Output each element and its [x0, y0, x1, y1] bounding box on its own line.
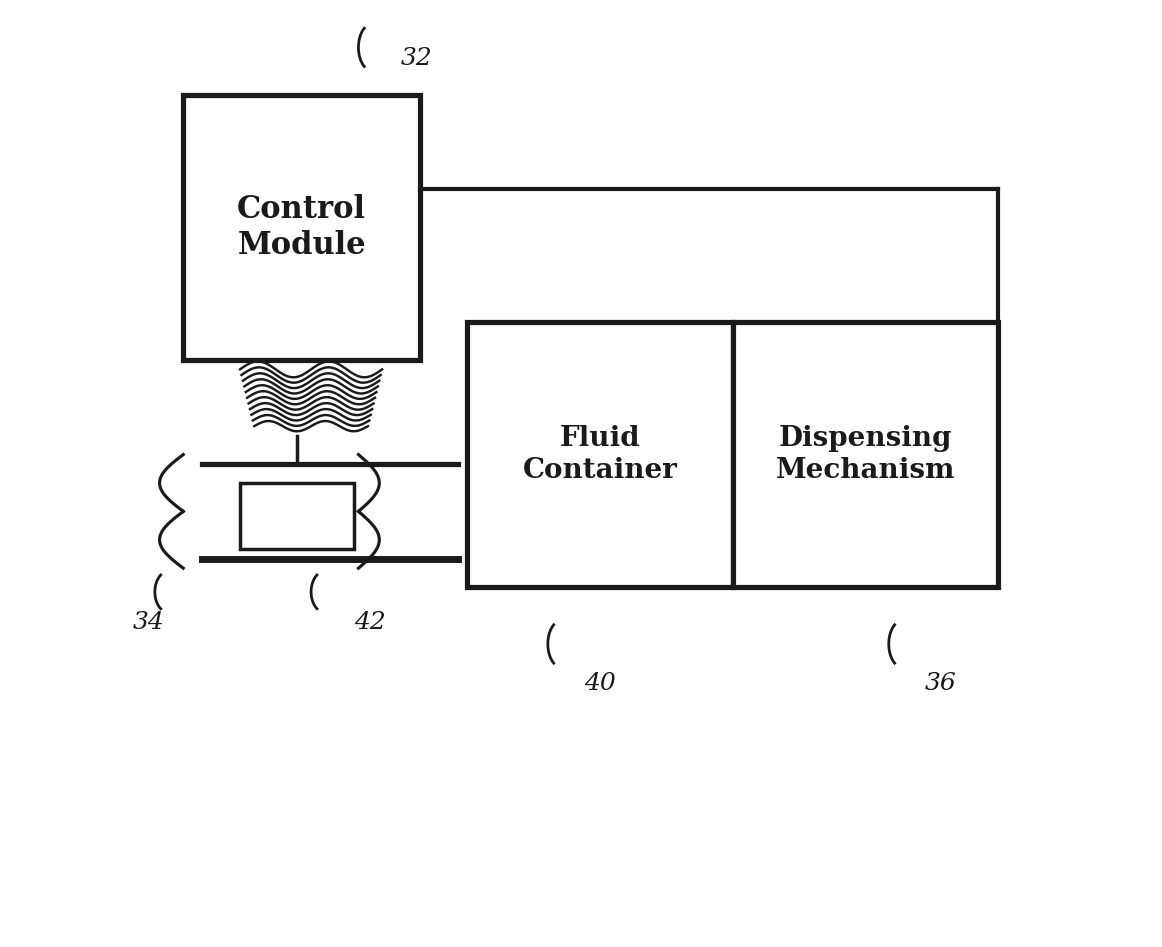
Text: 32: 32 [401, 47, 432, 70]
FancyBboxPatch shape [241, 483, 353, 549]
FancyBboxPatch shape [184, 95, 419, 360]
Text: Fluid
Container: Fluid Container [523, 425, 677, 484]
Text: Control
Module: Control Module [237, 194, 366, 260]
Text: 42: 42 [353, 611, 386, 634]
FancyBboxPatch shape [467, 322, 732, 587]
Text: 34: 34 [132, 611, 164, 634]
FancyBboxPatch shape [732, 322, 998, 587]
Text: 40: 40 [584, 672, 616, 695]
Text: 36: 36 [925, 672, 956, 695]
Text: Dispensing
Mechanism: Dispensing Mechanism [775, 425, 955, 484]
